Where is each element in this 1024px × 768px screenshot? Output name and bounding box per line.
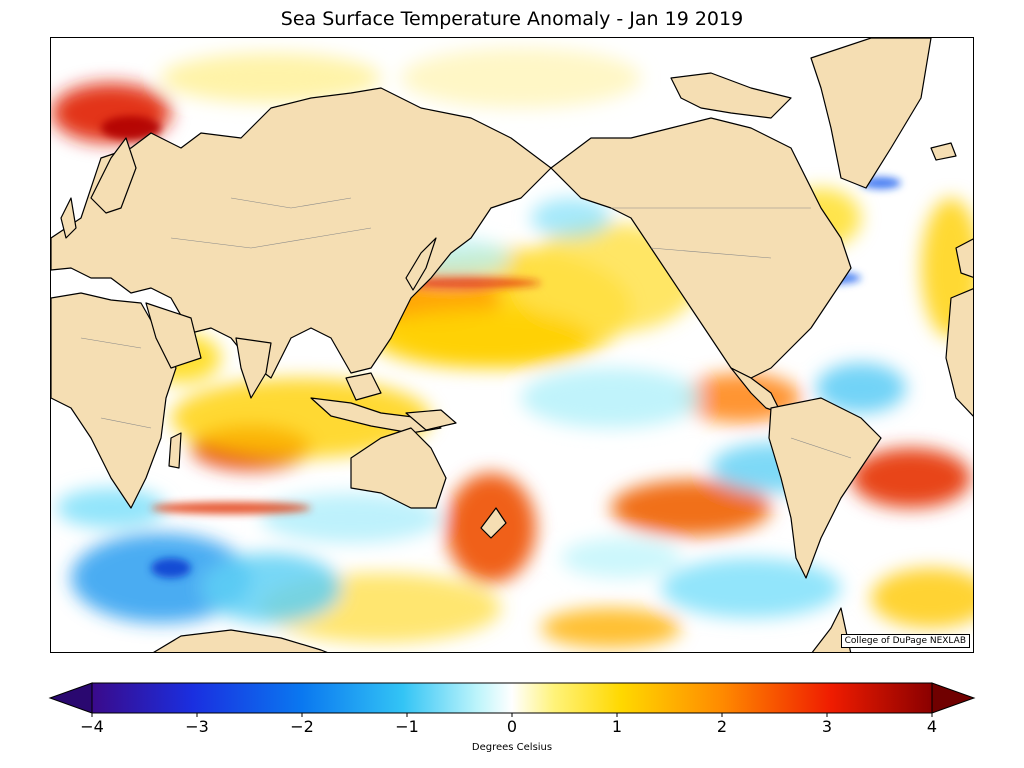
- map-canvas: [51, 38, 973, 652]
- australia-land: [350, 427, 447, 509]
- colorbar-ticks: [91, 713, 933, 717]
- iceland-land: [930, 142, 957, 161]
- colorbar-tick-neg1: −1: [395, 717, 419, 736]
- japan-land: [405, 237, 437, 291]
- iberia-land: [955, 238, 973, 278]
- colorbar-tick-1: 1: [611, 717, 623, 736]
- country-borders: [80, 197, 852, 459]
- colorbar-high-extend: [931, 682, 976, 714]
- indonesia-land: [310, 397, 442, 434]
- map-title: Sea Surface Temperature Anomaly - Jan 19…: [280, 8, 744, 30]
- colorbar: [48, 682, 976, 717]
- new-zealand-land: [480, 507, 507, 539]
- colorbar-tick-3: 3: [821, 717, 833, 736]
- scandinavia-land: [90, 137, 137, 214]
- india-land: [235, 337, 272, 399]
- colorbar-tick-0: 0: [506, 717, 518, 736]
- colorbar-units-label: Degrees Celsius: [471, 742, 553, 753]
- new-guinea-land: [405, 409, 457, 431]
- north-america-land: [550, 117, 852, 379]
- landmasses: [51, 38, 973, 652]
- colorbar-tick-neg3: −3: [185, 717, 209, 736]
- colorbar-tick-4: 4: [926, 717, 938, 736]
- sst-anomaly-map: College of DuPage NEXLAB: [50, 37, 974, 653]
- west-africa-land: [945, 288, 973, 417]
- south-america-land: [768, 397, 882, 579]
- colorbar-tick-neg2: −2: [290, 717, 314, 736]
- madagascar-land: [168, 432, 182, 469]
- colorbar-tick-neg4: −4: [80, 717, 104, 736]
- eurasia-land: [51, 87, 552, 379]
- borneo-land: [345, 372, 382, 401]
- arctic-islands-land: [670, 72, 792, 119]
- arabia-land: [145, 302, 202, 369]
- africa-land: [51, 292, 177, 509]
- antarctica-land: [153, 629, 328, 652]
- colorbar-gradient: [91, 682, 933, 714]
- colorbar-tick-2: 2: [716, 717, 728, 736]
- colorbar-low-extend: [48, 682, 93, 714]
- greenland-land: [810, 38, 932, 189]
- credit-label: College of DuPage NEXLAB: [840, 634, 970, 648]
- uk-land: [60, 197, 77, 239]
